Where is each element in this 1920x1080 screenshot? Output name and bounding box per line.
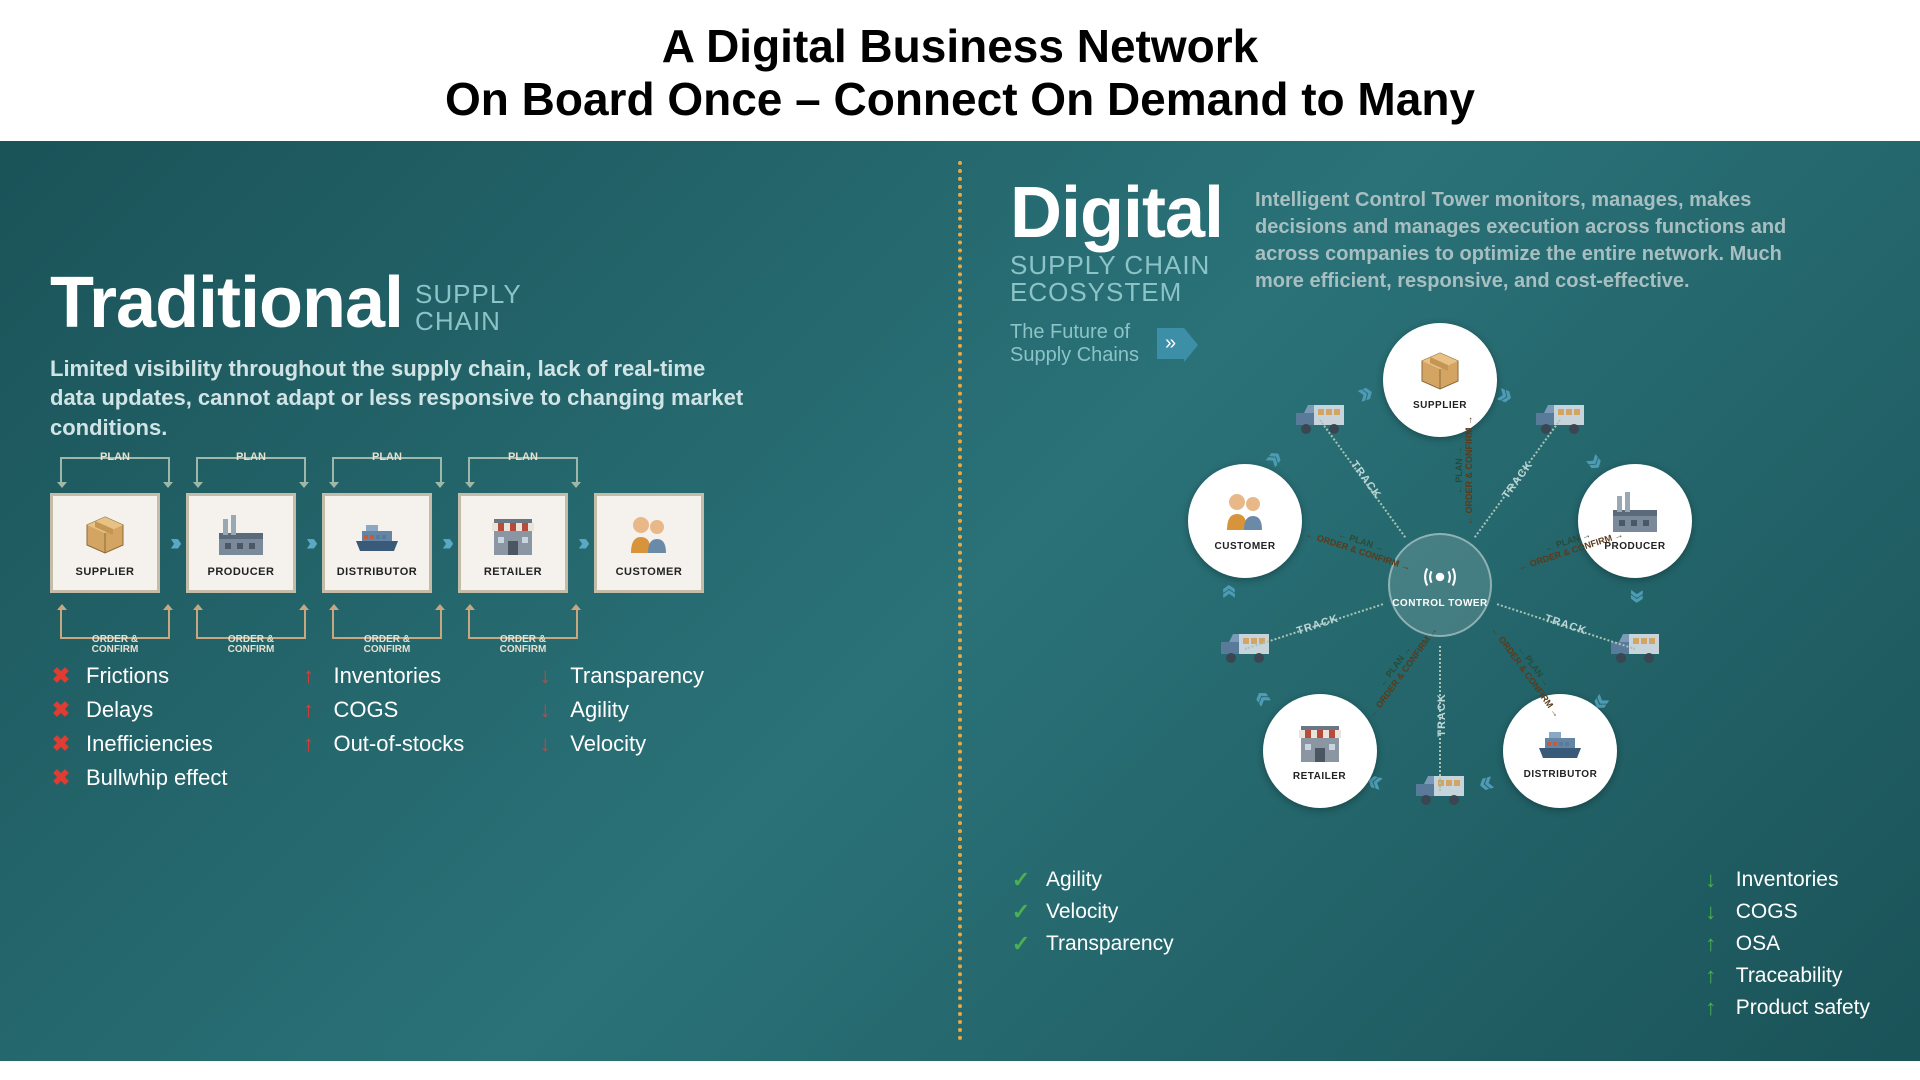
attribute-item: ↑COGS bbox=[297, 697, 464, 723]
track-label: TRACK bbox=[1543, 613, 1588, 638]
box-icon bbox=[75, 507, 135, 562]
attribute-column: ✖Frictions ✖Delays ✖Inefficiencies ✖Bullwhi… bbox=[50, 663, 227, 791]
circle-node-customer: CUSTOMER bbox=[1188, 464, 1302, 578]
digital-title-main: Digital bbox=[1010, 181, 1223, 246]
track-label: TRACK bbox=[1296, 613, 1341, 638]
ring-arrow-icon: ›› bbox=[1480, 766, 1499, 801]
ring-arrow-icon: ›› bbox=[1246, 688, 1280, 715]
people-icon bbox=[619, 507, 679, 562]
track-label: TRACK bbox=[1436, 693, 1448, 737]
attribute-item: ↓COGS bbox=[1700, 899, 1870, 925]
box-icon bbox=[1416, 349, 1464, 398]
traditional-attributes: ✖Frictions ✖Delays ✖Inefficiencies ✖Bullwhi… bbox=[50, 663, 910, 791]
attribute-item: ↑Inventories bbox=[297, 663, 464, 689]
attribute-item: ↑Out-of-stocks bbox=[297, 731, 464, 757]
digital-title-sub: SUPPLY CHAINECOSYSTEM bbox=[1010, 252, 1223, 307]
chain-node-customer: CUSTOMER bbox=[594, 493, 704, 593]
future-label-block: The Future ofSupply Chains » bbox=[1010, 321, 1184, 367]
plan-label: PLAN bbox=[196, 457, 306, 483]
order-label: ORDER &CONFIRM bbox=[196, 609, 306, 639]
order-label: ORDER &CONFIRM bbox=[332, 609, 442, 639]
factory-icon bbox=[211, 507, 271, 562]
attribute-item: ↓Inventories bbox=[1700, 867, 1870, 893]
circle-node-supplier: SUPPLIER bbox=[1383, 323, 1497, 437]
attribute-item: ↓Agility bbox=[534, 697, 704, 723]
attribute-item: ↑OSA bbox=[1700, 931, 1870, 957]
circle-node-producer: PRODUCER bbox=[1578, 464, 1692, 578]
digital-title: Digital bbox=[1010, 181, 1223, 246]
spoke-labels: ← PLAN →← ORDER & CONFIRM → bbox=[1455, 416, 1474, 525]
attribute-item: ✓Agility bbox=[1010, 867, 1174, 893]
track-label: TRACK bbox=[1501, 458, 1536, 500]
ring-arrow-icon: ›› bbox=[1621, 589, 1655, 600]
digital-header: Digital SUPPLY CHAINECOSYSTEM Intelligen… bbox=[1010, 181, 1870, 325]
order-label: ORDER &CONFIRM bbox=[468, 609, 578, 639]
chain-arrow-icon: ››› bbox=[578, 529, 584, 557]
linear-supply-chain: PLAN ORDER &CONFIRMSUPPLIER ››› PLAN ORDER… bbox=[50, 493, 910, 593]
store-icon bbox=[483, 507, 543, 562]
traditional-title: Traditional SUPPLYCHAIN bbox=[50, 271, 910, 336]
attribute-item: ✖Delays bbox=[50, 697, 227, 723]
plan-label: PLAN bbox=[60, 457, 170, 483]
track-label: TRACK bbox=[1348, 458, 1383, 500]
attribute-item: ↓Velocity bbox=[534, 731, 704, 757]
attribute-item: ↓Transparency bbox=[534, 663, 704, 689]
attribute-item: ✖Frictions bbox=[50, 663, 227, 689]
chain-arrow-icon: ››› bbox=[442, 529, 448, 557]
ring-arrow-icon: ›› bbox=[1211, 589, 1245, 600]
chain-arrow-icon: ››› bbox=[306, 529, 312, 557]
attribute-item: ✖Inefficiencies bbox=[50, 731, 227, 757]
main-infographic: Traditional SUPPLYCHAIN Limited visibili… bbox=[0, 141, 1920, 1061]
digital-description: Intelligent Control Tower monitors, mana… bbox=[1255, 181, 1835, 295]
chain-node-retailer: PLAN ORDER &CONFIRMRETAILER bbox=[458, 493, 568, 593]
attribute-item: ✓Transparency bbox=[1010, 931, 1174, 957]
ring-arrow-icon: ›› bbox=[1352, 377, 1373, 412]
chain-arrow-icon: ››› bbox=[170, 529, 176, 557]
digital-panel: Digital SUPPLY CHAINECOSYSTEM Intelligen… bbox=[960, 141, 1920, 1061]
attribute-item: ↑Product safety bbox=[1700, 995, 1870, 1021]
ship-icon bbox=[347, 507, 407, 562]
digital-attributes: ✓Agility ✓Velocity ✓Transparency ↓Inventor… bbox=[1010, 867, 1870, 1021]
attribute-item: ✖Bullwhip effect bbox=[50, 765, 227, 791]
chain-node-producer: PLAN ORDER &CONFIRMPRODUCER bbox=[186, 493, 296, 593]
attribute-item: ↑Traceability bbox=[1700, 963, 1870, 989]
attribute-item: ✓Velocity bbox=[1010, 899, 1174, 925]
spoke-labels: ← PLAN →← ORDER & CONFIRM → bbox=[1360, 620, 1439, 719]
traditional-panel: Traditional SUPPLYCHAIN Limited visibili… bbox=[0, 141, 960, 1061]
ship-icon bbox=[1533, 722, 1587, 767]
plan-label: PLAN bbox=[468, 457, 578, 483]
truck-icon bbox=[1532, 399, 1588, 439]
chain-node-supplier: PLAN ORDER &CONFIRMSUPPLIER bbox=[50, 493, 160, 593]
page-title: A Digital Business Network On Board Once… bbox=[0, 20, 1920, 126]
header: A Digital Business Network On Board Once… bbox=[0, 0, 1920, 141]
future-label: The Future ofSupply Chains bbox=[1010, 321, 1139, 367]
circle-node-retailer: RETAILER bbox=[1263, 694, 1377, 808]
traditional-description: Limited visibility throughout the supply… bbox=[50, 354, 750, 443]
control-tower-node: CONTROL TOWER bbox=[1388, 533, 1492, 637]
traditional-title-main: Traditional bbox=[50, 271, 403, 336]
attribute-column: ↑Inventories ↑COGS ↑Out-of-stocks bbox=[297, 663, 464, 791]
people-icon bbox=[1221, 490, 1269, 539]
traditional-title-sub: SUPPLYCHAIN bbox=[415, 271, 522, 336]
order-label: ORDER &CONFIRM bbox=[60, 609, 170, 639]
store-icon bbox=[1295, 720, 1345, 769]
plan-label: PLAN bbox=[332, 457, 442, 483]
control-tower-icon bbox=[1423, 560, 1457, 594]
chain-node-distributor: PLAN ORDER &CONFIRMDISTRIBUTOR bbox=[322, 493, 432, 593]
circular-supply-chain: CONTROL TOWER SUPPLIER← PLAN →← ORDER & … bbox=[1160, 315, 1720, 855]
attribute-column: ↓Transparency ↓Agility ↓Velocity bbox=[534, 663, 704, 791]
